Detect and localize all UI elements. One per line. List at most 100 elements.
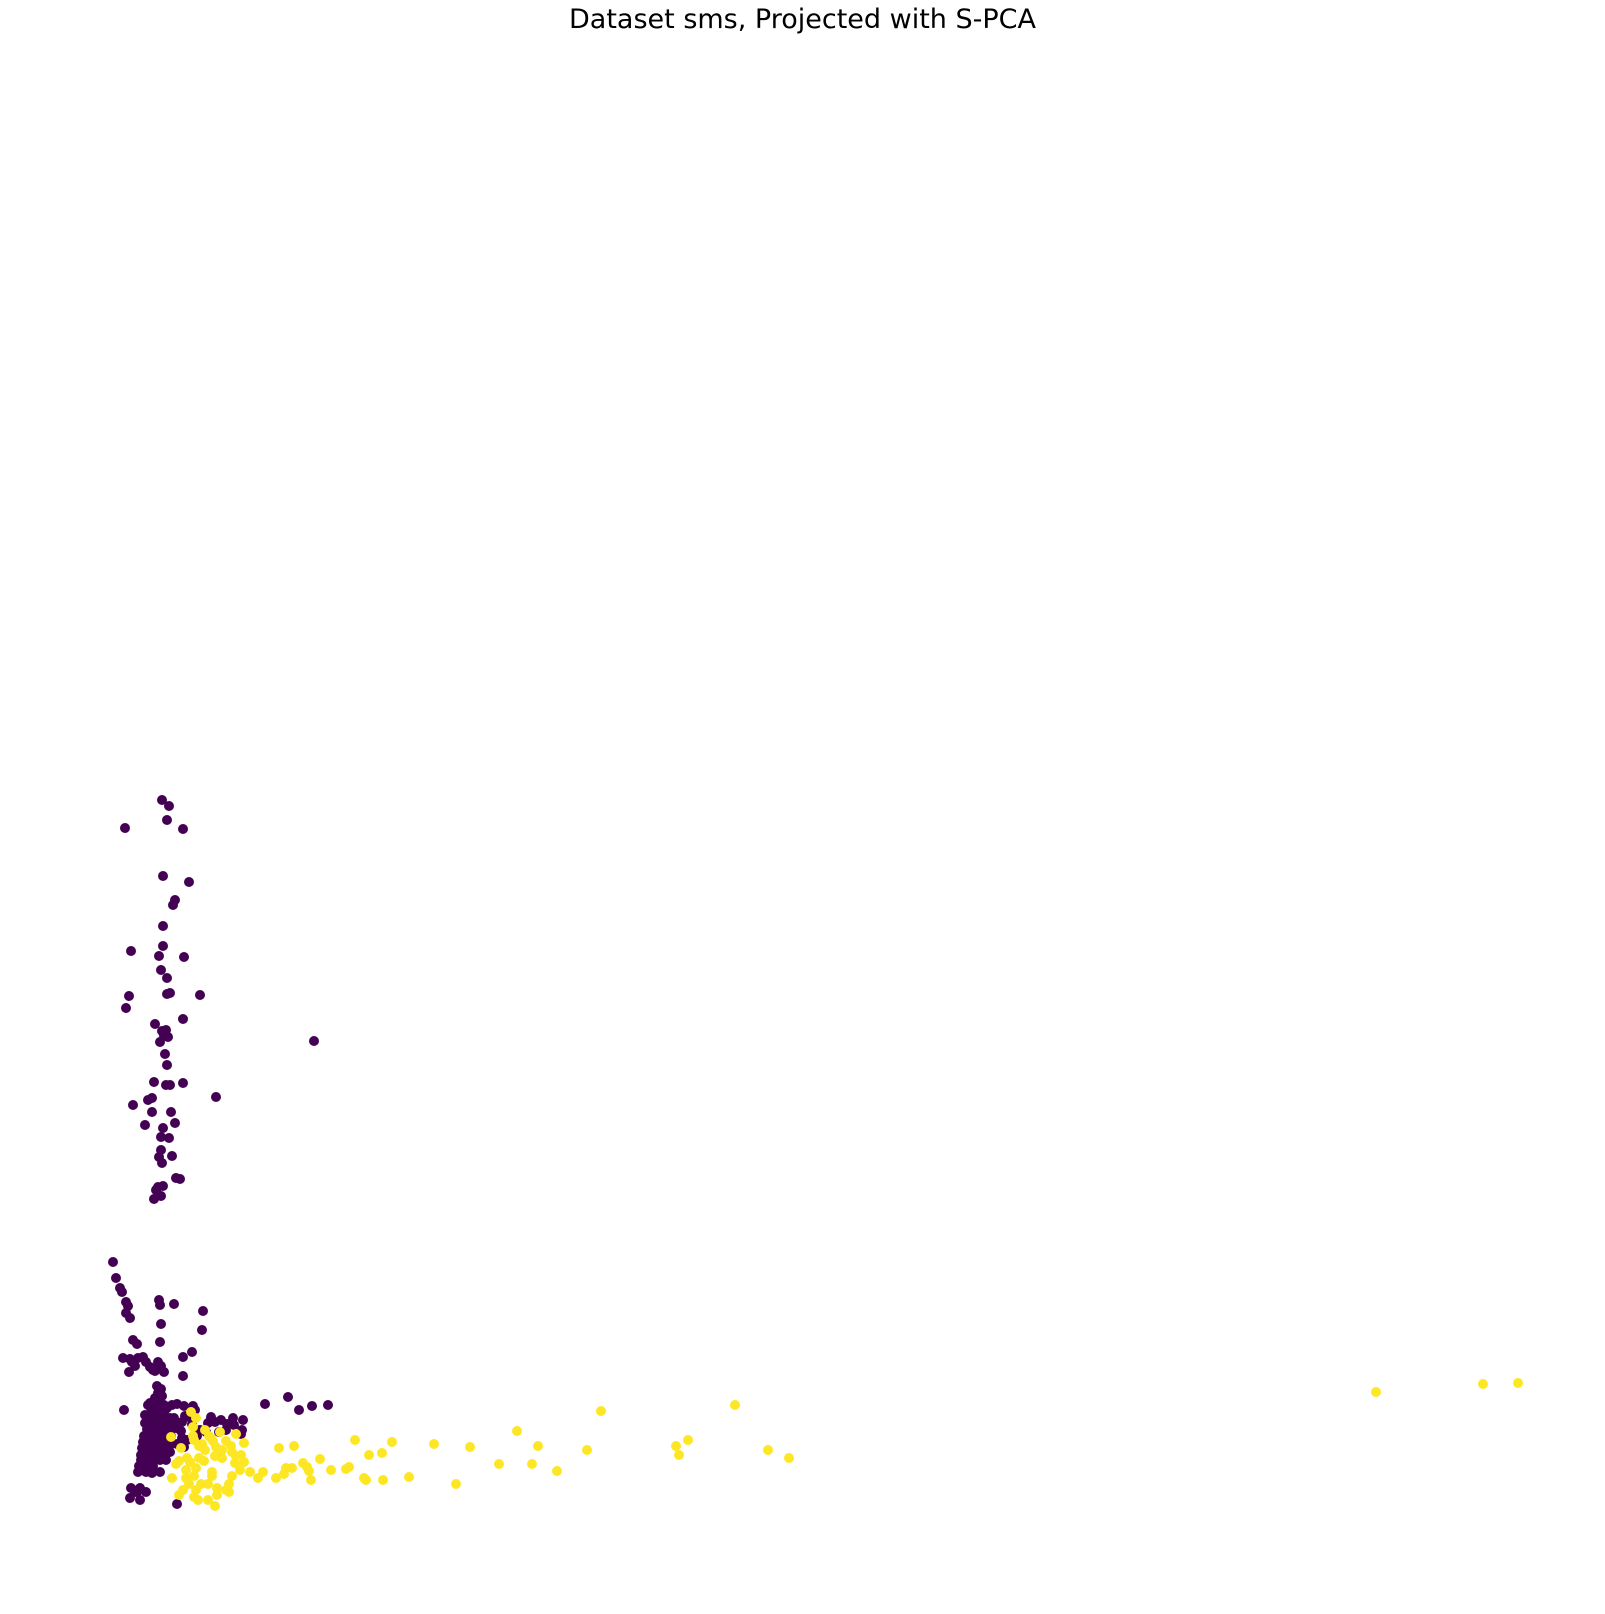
scatter-point xyxy=(125,1493,135,1503)
scatter-point xyxy=(155,1037,165,1047)
scatter-point xyxy=(178,1371,188,1381)
scatter-point xyxy=(451,1479,461,1489)
scatter-point xyxy=(147,1107,157,1117)
scatter-point xyxy=(307,1401,317,1411)
scatter-point xyxy=(227,1471,237,1481)
scatter-point xyxy=(147,1468,157,1478)
scatter-point xyxy=(210,1451,220,1461)
scatter-point xyxy=(158,871,168,881)
points-layer xyxy=(108,795,1523,1511)
scatter-point xyxy=(596,1406,606,1416)
scatter-point xyxy=(191,1413,201,1423)
scatter-point xyxy=(155,1467,165,1477)
scatter-point xyxy=(165,1080,175,1090)
scatter-point xyxy=(512,1426,522,1436)
scatter-point xyxy=(164,801,174,811)
scatter-point xyxy=(150,1019,160,1029)
scatter-point xyxy=(341,1464,351,1474)
scatter-point xyxy=(465,1442,475,1452)
scatter-point xyxy=(326,1465,336,1475)
scatter-point xyxy=(203,1479,213,1489)
scatter-point xyxy=(527,1459,537,1469)
scatter-point xyxy=(179,1401,189,1411)
scatter-point xyxy=(149,1077,159,1087)
scatter-point xyxy=(169,1299,179,1309)
scatter-point xyxy=(124,1367,134,1377)
scatter-point xyxy=(163,1032,173,1042)
scatter-point xyxy=(168,900,178,910)
scatter-point xyxy=(158,941,168,951)
scatter-point xyxy=(197,1325,207,1335)
scatter-point xyxy=(133,1467,143,1477)
scatter-point xyxy=(184,877,194,887)
scatter-point xyxy=(162,1060,172,1070)
scatter-point xyxy=(683,1435,693,1445)
scatter-point xyxy=(189,1435,199,1445)
scatter-point xyxy=(283,1392,293,1402)
scatter-point xyxy=(784,1453,794,1463)
scatter-point xyxy=(239,1438,249,1448)
scatter-point xyxy=(132,1487,142,1497)
scatter-point xyxy=(126,946,136,956)
scatter-point xyxy=(128,1100,138,1110)
scatter-point xyxy=(118,1353,128,1363)
scatter-point xyxy=(215,1427,225,1437)
scatter-point xyxy=(167,1151,177,1161)
scatter-point xyxy=(730,1400,740,1410)
scatter-point xyxy=(156,1191,166,1201)
scatter-point xyxy=(178,1078,188,1088)
scatter-point xyxy=(158,1123,168,1133)
scatter-point xyxy=(172,1499,182,1509)
scatter-point xyxy=(231,1451,241,1461)
scatter-point xyxy=(671,1441,681,1451)
scatter-point xyxy=(361,1475,371,1485)
scatter-point xyxy=(211,1092,221,1102)
scatter-point xyxy=(224,1487,234,1497)
scatter-point xyxy=(170,1118,180,1128)
scatter-point xyxy=(212,1483,222,1493)
scatter-point xyxy=(120,823,130,833)
scatter-point xyxy=(178,824,188,834)
scatter-point xyxy=(494,1459,504,1469)
scatter-point xyxy=(156,965,166,975)
scatter-point xyxy=(175,1174,185,1184)
scatter-point xyxy=(161,1455,171,1465)
scatter-point xyxy=(124,991,134,1001)
scatter-point xyxy=(378,1475,388,1485)
scatter-point xyxy=(189,1471,199,1481)
scatter-point xyxy=(179,952,189,962)
scatter-point xyxy=(235,1465,245,1475)
scatter-point xyxy=(166,1107,176,1117)
scatter-point xyxy=(279,1469,289,1479)
scatter-point xyxy=(181,1473,191,1483)
scatter-point xyxy=(429,1439,439,1449)
scatter-point xyxy=(141,1487,151,1497)
scatter-point xyxy=(157,1158,167,1168)
scatter-point xyxy=(211,1442,221,1452)
scatter-point xyxy=(260,1399,270,1409)
scatter-point xyxy=(274,1443,284,1453)
scatter-point xyxy=(158,921,168,931)
scatter-point xyxy=(763,1445,773,1455)
scatter-point xyxy=(207,1471,217,1481)
scatter-point xyxy=(206,1433,216,1443)
scatter-point xyxy=(125,1313,135,1323)
scatter-point xyxy=(198,1306,208,1316)
scatter-point xyxy=(203,1495,213,1505)
scatter-point xyxy=(323,1400,333,1410)
scatter-point xyxy=(674,1450,684,1460)
scatter-point xyxy=(1478,1379,1488,1389)
scatter-point xyxy=(221,1436,231,1446)
scatter-point xyxy=(229,1420,239,1430)
scatter-point xyxy=(404,1472,414,1482)
scatter-point xyxy=(165,988,175,998)
scatter-point xyxy=(174,1490,184,1500)
scatter-point xyxy=(187,1347,197,1357)
scatter-point xyxy=(191,1485,201,1495)
scatter-point xyxy=(253,1473,263,1483)
scatter-point xyxy=(156,1132,166,1142)
scatter-point xyxy=(304,1466,314,1476)
scatter-point xyxy=(194,1453,204,1463)
scatter-point xyxy=(111,1273,121,1283)
